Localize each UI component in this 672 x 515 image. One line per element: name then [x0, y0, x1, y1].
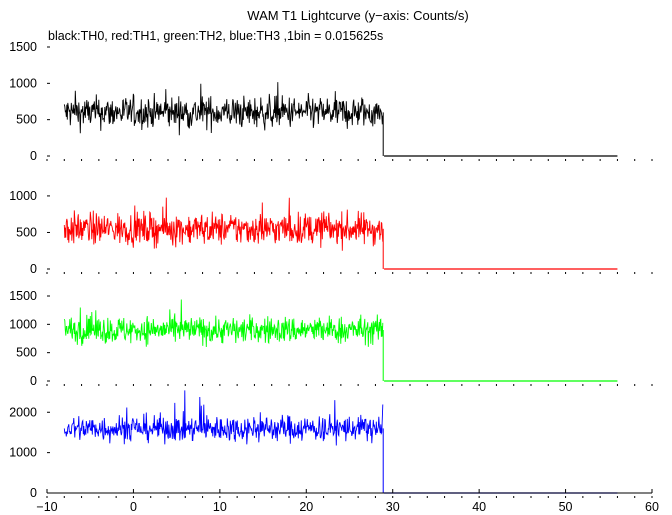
y-tick-label: 0 [30, 486, 37, 500]
y-tick-label: 0 [30, 149, 37, 163]
series-th1-panel: 0 500 1000 [9, 189, 653, 276]
series-th1-line [63, 197, 384, 251]
series-th0-line [63, 82, 384, 136]
x-tick-label: −10 [36, 500, 57, 514]
x-tick-label: 50 [559, 500, 573, 514]
y-tick-label: 0 [30, 262, 37, 276]
x-tick-label: 30 [386, 500, 400, 514]
series-th3-line [63, 390, 384, 446]
x-tick-label: 60 [645, 500, 659, 514]
chart-subtitle: black:TH0, red:TH1, green:TH2, blue:TH3 … [48, 29, 383, 43]
y-tick-label: 1000 [9, 76, 37, 90]
series-th0-panel: 0 500 1000 1500 [9, 40, 653, 163]
y-tick-label: 0 [30, 374, 37, 388]
series-th2-line [63, 299, 384, 348]
x-tick-label: 10 [213, 500, 227, 514]
y-tick-label: 1500 [9, 289, 37, 303]
y-tick-label: 1500 [9, 40, 37, 54]
series-th2-panel: 0 500 1000 1500 [9, 289, 653, 388]
chart-title: WAM T1 Lightcurve (y−axis: Counts/s) [247, 8, 468, 23]
y-tick-label: 500 [16, 113, 37, 127]
y-tick-label: 500 [16, 225, 37, 239]
x-tick-label: 40 [472, 500, 486, 514]
y-tick-label: 2000 [9, 405, 37, 419]
x-tick-label: 0 [130, 500, 137, 514]
y-tick-label: 1000 [9, 317, 37, 331]
series-th3-panel: 0 1000 2000 [9, 390, 653, 500]
y-tick-label: 500 [16, 346, 37, 360]
x-tick-label: 20 [299, 500, 313, 514]
y-tick-label: 1000 [9, 446, 37, 460]
y-tick-label: 1000 [9, 189, 37, 203]
